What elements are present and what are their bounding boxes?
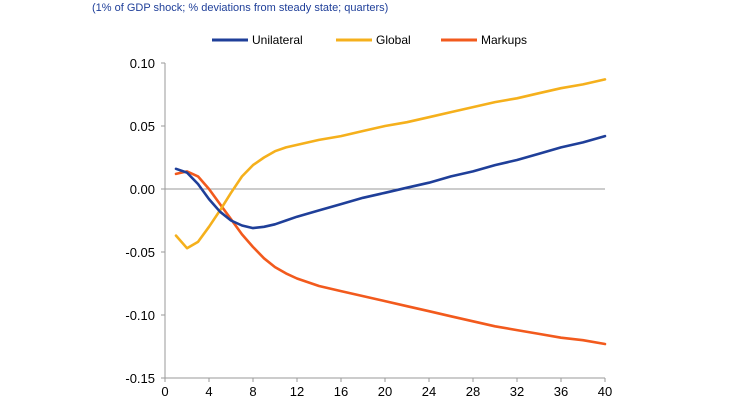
legend-label-unilateral: Unilateral (252, 33, 303, 47)
x-tick-label: 40 (598, 384, 612, 399)
y-tick-label: -0.10 (125, 308, 155, 323)
series-line-unilateral (174, 134, 607, 230)
y-tick-label: 0.05 (130, 119, 155, 134)
x-tick-label: 24 (422, 384, 436, 399)
x-tick-label: 36 (554, 384, 568, 399)
y-tick-label: -0.15 (125, 371, 155, 386)
x-tick-label: 8 (249, 384, 256, 399)
y-tick-label: 0.00 (130, 182, 155, 197)
legend-label-global: Global (376, 33, 411, 47)
y-tick-label: -0.05 (125, 245, 155, 260)
y-tick-label: 0.10 (130, 56, 155, 71)
series-line-markups (174, 170, 607, 346)
x-tick-label: 16 (334, 384, 348, 399)
x-tick-label: 4 (205, 384, 212, 399)
chart-subtitle: (1% of GDP shock; % deviations from stea… (92, 2, 389, 14)
x-tick-label: 0 (161, 384, 168, 399)
x-tick-label: 20 (378, 384, 392, 399)
series-line-global (174, 78, 607, 250)
legend-label-markups: Markups (481, 33, 527, 47)
x-tick-label: 12 (290, 384, 304, 399)
x-tick-label: 28 (466, 384, 480, 399)
x-tick-label: 32 (510, 384, 524, 399)
